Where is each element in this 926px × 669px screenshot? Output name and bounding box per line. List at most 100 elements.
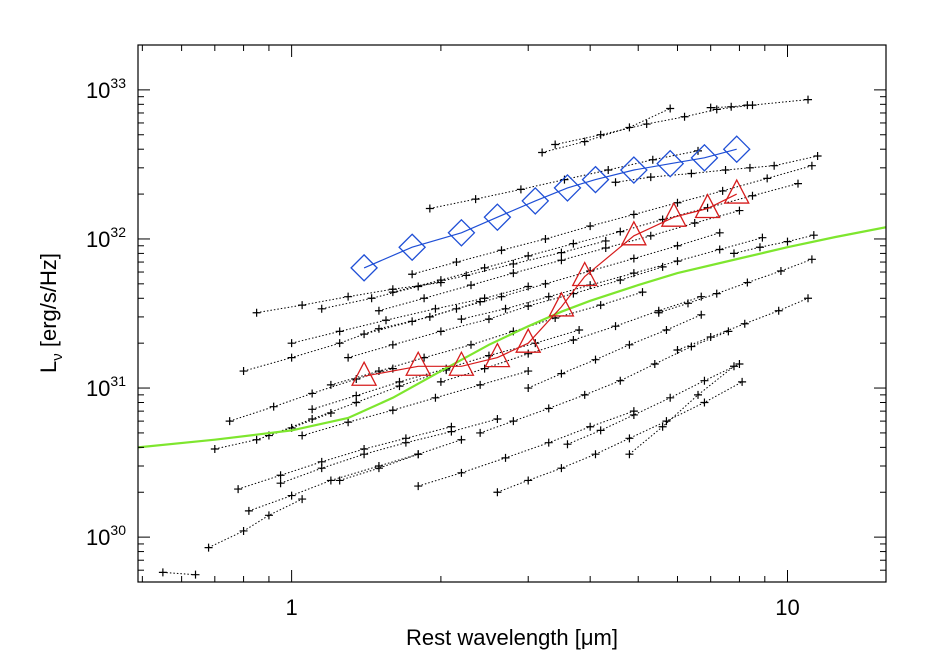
data-point-plus xyxy=(234,485,243,494)
data-point-plus xyxy=(308,405,317,414)
plot-area xyxy=(137,44,887,583)
data-point-plus xyxy=(360,330,369,339)
data-point-plus xyxy=(239,526,248,535)
source-track xyxy=(280,418,498,484)
data-point-plus xyxy=(557,256,566,265)
triangle-marker xyxy=(448,350,475,376)
data-point-plus xyxy=(596,130,605,139)
data-point-plus xyxy=(493,414,502,423)
data-point-plus xyxy=(447,427,456,436)
data-point-plus xyxy=(580,390,589,399)
data-point-plus xyxy=(591,450,600,459)
triangle-marker xyxy=(723,178,750,204)
data-point-plus xyxy=(466,281,475,290)
data-point-plus xyxy=(743,278,752,287)
data-point-plus xyxy=(298,431,307,440)
data-point-plus xyxy=(471,195,480,204)
source-track xyxy=(229,368,393,422)
source-track xyxy=(301,370,529,437)
data-point-plus xyxy=(425,312,434,321)
data-point-plus xyxy=(625,340,634,349)
data-point-plus xyxy=(252,435,261,444)
data-point-plus xyxy=(367,294,376,303)
data-point-plus xyxy=(431,304,440,313)
data-point-plus xyxy=(374,464,383,473)
triangle-series-line xyxy=(363,193,737,377)
data-point-plus xyxy=(317,464,326,473)
data-point-plus xyxy=(629,254,638,263)
data-point-plus xyxy=(724,327,733,336)
data-point-plus xyxy=(700,376,709,385)
data-point-plus xyxy=(436,377,445,386)
data-point-plus xyxy=(706,103,715,112)
data-point-plus xyxy=(638,288,647,297)
data-point-plus xyxy=(596,301,605,310)
source-track xyxy=(440,296,702,383)
tick-labels: 1 10 1030 1031 1032 1033 xyxy=(86,75,800,620)
triangle-marker xyxy=(694,193,721,219)
data-point-plus xyxy=(658,262,667,271)
red-triangle-series xyxy=(351,178,750,386)
data-point-plus xyxy=(807,161,816,170)
source-track xyxy=(330,291,643,386)
data-point-plus xyxy=(575,326,584,335)
data-point-plus xyxy=(344,418,353,427)
data-point-plus xyxy=(557,464,566,473)
diamond-marker xyxy=(447,218,476,247)
data-point-plus xyxy=(476,428,485,437)
data-point-plus xyxy=(436,327,445,336)
data-point-plus xyxy=(352,391,361,400)
data-point-plus xyxy=(158,568,167,577)
data-point-plus xyxy=(551,140,560,149)
source-track xyxy=(480,330,729,434)
data-point-plus xyxy=(658,422,667,431)
source-track xyxy=(677,297,809,351)
data-point-plus xyxy=(712,105,721,114)
diamond-marker xyxy=(350,253,379,282)
data-point-plus xyxy=(388,406,397,415)
data-point-plus xyxy=(625,450,634,459)
diamond-marker xyxy=(656,149,685,178)
data-point-plus xyxy=(374,306,383,315)
data-point-plus xyxy=(524,251,533,260)
data-point-plus xyxy=(501,453,510,462)
diamond-marker xyxy=(722,135,751,164)
data-point-plus xyxy=(735,359,744,368)
data-point-plus xyxy=(544,292,553,301)
data-point-plus xyxy=(694,390,703,399)
source-track xyxy=(411,165,813,275)
data-point-plus xyxy=(629,407,638,416)
data-point-plus xyxy=(616,227,625,236)
data-point-plus xyxy=(591,355,600,364)
data-point-plus xyxy=(462,271,471,280)
data-point-plus xyxy=(395,382,404,391)
source-track xyxy=(658,258,813,314)
data-point-plus xyxy=(352,398,361,407)
data-point-plus xyxy=(287,491,296,500)
data-point-plus xyxy=(401,438,410,447)
data-point-plus xyxy=(601,243,610,252)
data-point-plus xyxy=(524,282,533,291)
blue-diamond-series xyxy=(350,135,751,282)
data-point-plus xyxy=(408,317,417,326)
source-track xyxy=(208,498,303,549)
data-point-plus xyxy=(755,243,764,252)
data-point-plus xyxy=(308,414,317,423)
data-point-plus xyxy=(414,482,423,491)
x-axis-label: Rest wavelength [μm] xyxy=(406,625,618,650)
data-point-plus xyxy=(239,367,248,376)
source-track xyxy=(541,108,671,153)
data-point-plus xyxy=(388,340,397,349)
data-point-plus xyxy=(210,445,219,454)
data-point-plus xyxy=(596,426,605,435)
data-point-plus xyxy=(642,120,651,129)
green-curve-layer xyxy=(138,226,886,449)
data-point-plus xyxy=(690,218,699,227)
data-point-plus xyxy=(809,231,818,240)
source-track xyxy=(256,282,441,314)
source-track xyxy=(243,301,481,372)
data-point-plus xyxy=(276,471,285,480)
y-axis-label: Lν [erg/s/Hz] xyxy=(36,253,66,373)
y-tick-label: 1032 xyxy=(86,224,126,252)
data-point-plus xyxy=(673,241,682,250)
